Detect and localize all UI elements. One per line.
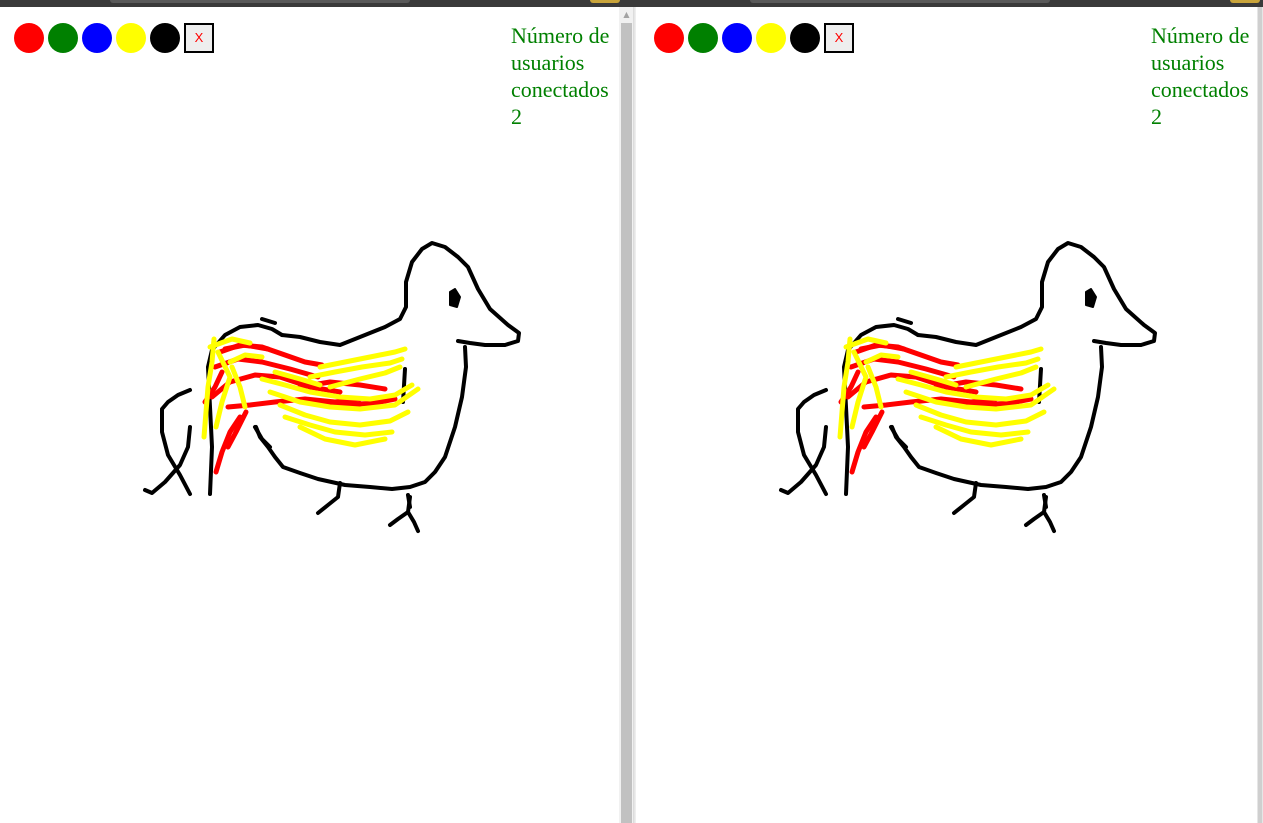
bird-eye <box>1085 288 1097 308</box>
users-label-line: conectados <box>1151 77 1249 102</box>
sketch-stroke-red <box>213 414 243 475</box>
color-swatch-green[interactable] <box>688 23 718 53</box>
scroll-up-arrow-icon[interactable]: ▲ <box>623 10 630 19</box>
sketch-stroke-red <box>953 396 1034 408</box>
browser-window-right: X Número de usuarios conectados 2 <box>636 7 1263 823</box>
users-count: 2 <box>511 104 522 129</box>
sketch-stroke-black <box>143 425 192 495</box>
sketch-stroke-yellow <box>953 346 1044 370</box>
sketch-stroke-yellow <box>201 336 217 440</box>
sketch-stroke-black <box>1042 510 1056 533</box>
bird-drawing <box>143 241 521 533</box>
sketch-stroke-yellow <box>843 336 889 350</box>
sketch-stroke-yellow <box>259 376 415 402</box>
scroll-thumb[interactable] <box>1258 7 1262 823</box>
clear-canvas-button[interactable]: X <box>184 23 214 53</box>
sketch-stroke-red <box>849 414 879 475</box>
sketch-stroke-red <box>861 409 885 450</box>
clear-canvas-button[interactable]: X <box>824 23 854 53</box>
users-label-line: usuarios <box>511 50 585 75</box>
sketch-stroke-yellow <box>933 424 1024 448</box>
color-swatch-green[interactable] <box>48 23 78 53</box>
browser-tab-active[interactable] <box>1230 0 1260 3</box>
vertical-scrollbar[interactable]: ▲ <box>619 7 634 823</box>
connected-users-counter: Número de usuarios conectados 2 <box>1151 22 1263 130</box>
sketch-stroke-black <box>1042 493 1048 509</box>
sketch-stroke-yellow <box>865 364 884 410</box>
users-label-line: Número de <box>511 23 610 48</box>
window-divider <box>633 7 636 823</box>
sketch-stroke-yellow <box>943 356 1041 380</box>
sketch-stroke-yellow <box>213 349 233 430</box>
sketch-stroke-yellow <box>267 386 421 412</box>
users-label-line: conectados <box>511 77 609 102</box>
connected-users-counter: Número de usuarios conectados 2 <box>511 22 626 130</box>
sketch-stroke-yellow <box>863 352 901 365</box>
sketch-stroke-yellow <box>837 336 853 440</box>
sketch-stroke-yellow <box>903 386 1057 412</box>
bird-eye <box>449 288 461 308</box>
sketch-stroke-red <box>225 409 249 450</box>
sketch-stroke-yellow <box>297 424 388 448</box>
sketch-stroke-yellow <box>849 349 869 430</box>
sketch-stroke-yellow <box>918 414 1031 438</box>
sketch-stroke-black <box>160 388 192 496</box>
sketch-stroke-black <box>253 425 272 449</box>
sketch-stroke-yellow <box>327 364 403 390</box>
sketch-stroke-black <box>779 425 828 495</box>
color-swatch-black[interactable] <box>150 23 180 53</box>
browser-tab[interactable] <box>110 0 410 3</box>
browser-top-bar <box>0 0 1263 7</box>
users-label-line: usuarios <box>1151 50 1225 75</box>
sketch-stroke-red <box>222 342 271 352</box>
sketch-stroke-yellow <box>277 402 411 428</box>
color-swatch-blue[interactable] <box>82 23 112 53</box>
sketch-stroke-yellow <box>272 369 323 388</box>
sketch-stroke-yellow <box>207 336 253 350</box>
color-palette: X <box>654 23 854 53</box>
sketch-stroke-yellow <box>963 364 1039 390</box>
users-count: 2 <box>1151 104 1162 129</box>
browser-tab[interactable] <box>750 0 1050 3</box>
sketch-stroke-black <box>916 241 1157 347</box>
sketch-stroke-black <box>316 481 342 515</box>
sketch-stroke-red <box>858 342 907 352</box>
sketch-stroke-yellow <box>307 356 405 380</box>
color-swatch-yellow[interactable] <box>756 23 786 53</box>
sketch-stroke-black <box>796 388 828 496</box>
sketch-stroke-black <box>889 425 908 449</box>
scroll-thumb[interactable] <box>621 23 632 823</box>
sketch-stroke-black <box>406 493 412 509</box>
sketch-stroke-yellow <box>229 364 248 410</box>
browser-tab-active[interactable] <box>590 0 620 3</box>
sketch-stroke-yellow <box>895 376 1051 402</box>
sketch-stroke-black <box>280 241 521 347</box>
bird-drawing <box>779 241 1157 533</box>
sketch-stroke-yellow <box>282 414 395 438</box>
sketch-stroke-yellow <box>913 402 1047 428</box>
color-swatch-red[interactable] <box>14 23 44 53</box>
sketch-stroke-black <box>254 345 468 491</box>
sketch-stroke-yellow <box>908 369 959 388</box>
vertical-scrollbar[interactable] <box>1257 7 1263 823</box>
drawing-canvas[interactable] <box>0 7 618 823</box>
sketch-stroke-black <box>890 345 1104 491</box>
sketch-stroke-red <box>317 396 398 408</box>
drawing-canvas[interactable] <box>636 7 1256 823</box>
sketch-stroke-black <box>260 317 277 325</box>
color-swatch-red[interactable] <box>654 23 684 53</box>
sketch-stroke-black <box>406 510 420 533</box>
sketch-stroke-black <box>952 481 978 515</box>
sketch-stroke-black <box>896 317 913 325</box>
users-label-line: Número de <box>1151 23 1250 48</box>
color-swatch-black[interactable] <box>790 23 820 53</box>
color-swatch-yellow[interactable] <box>116 23 146 53</box>
sketch-stroke-yellow <box>227 352 265 365</box>
sketch-stroke-yellow <box>317 346 408 370</box>
color-palette: X <box>14 23 214 53</box>
browser-window-left: X Número de usuarios conectados 2 ▲ <box>0 7 634 823</box>
color-swatch-blue[interactable] <box>722 23 752 53</box>
